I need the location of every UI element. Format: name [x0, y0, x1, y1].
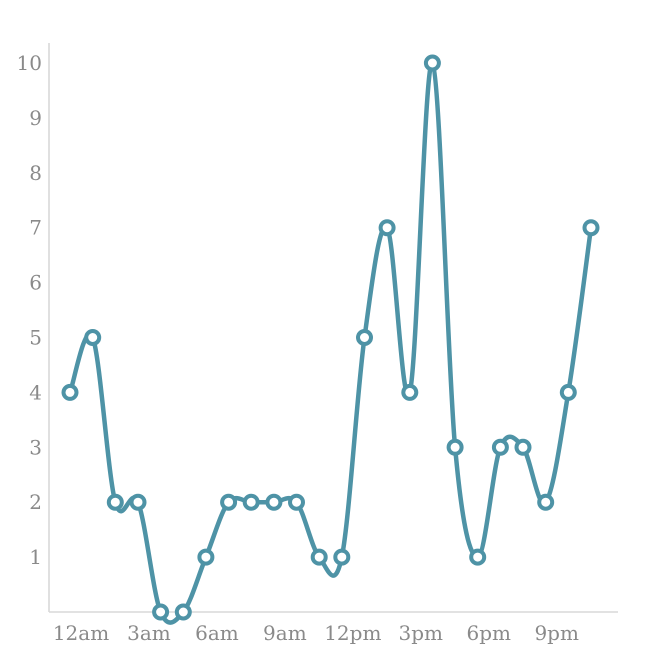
data-point-marker-3pm: [401, 383, 419, 401]
data-point-marker-1am: [84, 329, 102, 346]
data-point-marker-9pm: [537, 493, 555, 511]
data-point-marker-8pm: [514, 438, 532, 456]
data-point-marker-8am: [242, 493, 260, 511]
y-tick-label-6: 6: [29, 271, 42, 295]
x-tick-label-3pm: 3pm: [399, 621, 444, 645]
y-tick-label-4: 4: [29, 380, 42, 404]
data-point-marker-5am: [174, 603, 192, 621]
x-tick-label-6am: 6am: [195, 621, 239, 645]
data-point-marker-5pm: [446, 438, 464, 456]
data-point-marker-11pm: [582, 219, 600, 237]
data-point-marker-9am: [265, 493, 283, 511]
data-series-line: [67, 60, 594, 625]
y-tick-label-5: 5: [29, 326, 42, 350]
data-point-marker-1pm: [356, 329, 373, 346]
data-point-marker-6pm: [469, 548, 487, 566]
data-point-marker-2am: [106, 493, 124, 511]
data-point-marker-6am: [197, 548, 215, 566]
x-tick-label-6pm: 6pm: [466, 621, 511, 645]
y-tick-label-10: 10: [17, 51, 42, 75]
x-tick-label-9am: 9am: [263, 621, 307, 645]
data-point-marker-7am: [220, 493, 238, 511]
data-point-marker-3am: [129, 493, 147, 511]
x-tick-label-12am: 12am: [53, 621, 109, 645]
data-point-marker-12am: [61, 383, 79, 401]
data-point-marker-10pm: [559, 383, 577, 401]
data-point-marker-11am: [310, 548, 328, 566]
y-tick-label-8: 8: [29, 161, 42, 185]
data-point-marker-12pm: [333, 548, 351, 566]
data-point-marker-4am: [152, 603, 170, 621]
x-tick-label-9pm: 9pm: [534, 621, 579, 645]
y-tick-label-3: 3: [29, 435, 42, 459]
data-point-marker-2pm: [378, 219, 396, 237]
data-point-marker-10am: [288, 493, 305, 511]
y-tick-label-7: 7: [29, 216, 42, 240]
x-tick-label-12pm: 12pm: [324, 621, 381, 645]
y-tick-label-1: 1: [29, 545, 42, 569]
data-point-marker-4pm: [423, 54, 441, 72]
data-point-marker-7pm: [491, 438, 509, 456]
y-tick-label-9: 9: [29, 106, 42, 130]
y-tick-label-2: 2: [29, 490, 42, 514]
x-tick-label-3am: 3am: [127, 621, 171, 645]
